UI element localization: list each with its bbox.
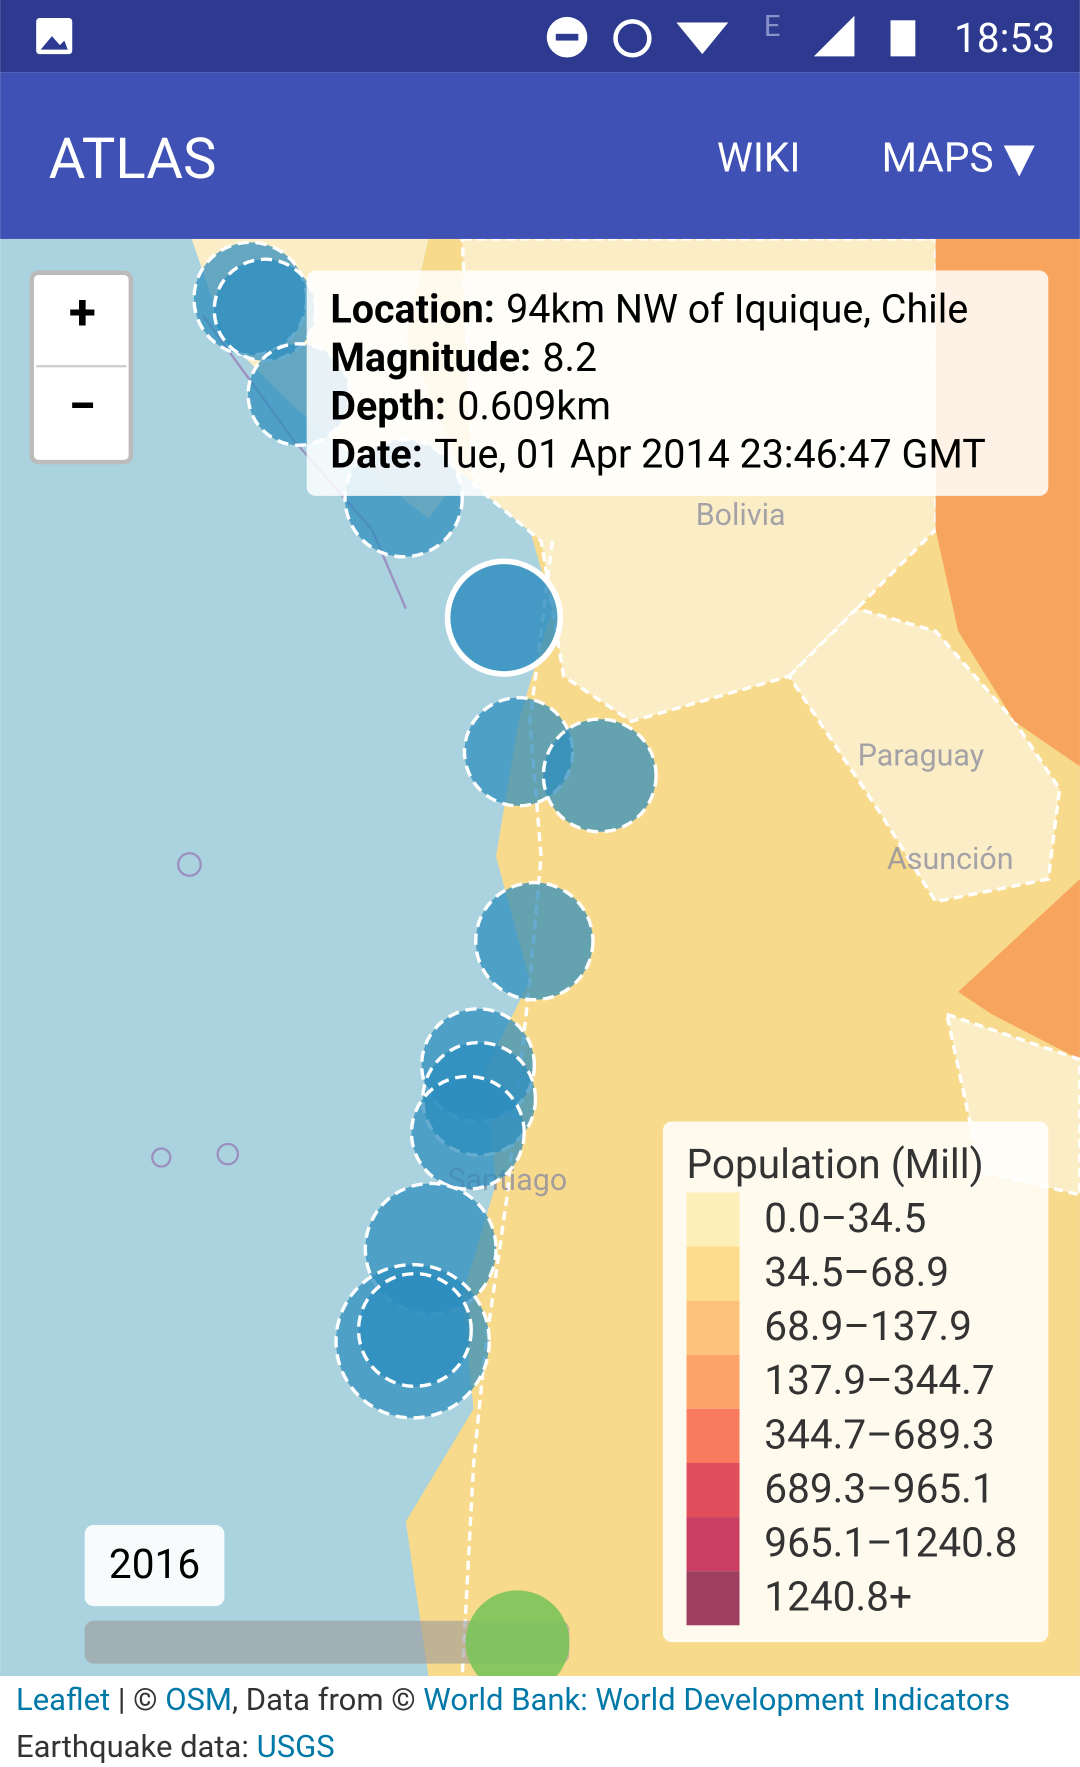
legend-swatch <box>686 1246 740 1301</box>
year-box <box>84 1524 225 1607</box>
map-label: Paraguay <box>858 738 985 773</box>
earthquake[interactable] <box>409 1074 526 1191</box>
menu-item[interactable]: MAPS ▼ <box>882 133 1036 181</box>
legend-swatch <box>686 1192 740 1247</box>
menu-item[interactable]: WIKI <box>717 133 801 181</box>
legend-swatch <box>686 1408 740 1463</box>
paraguay <box>786 606 1062 904</box>
legend <box>662 1121 1049 1643</box>
map-label: Asunción <box>887 842 1014 877</box>
legend-swatch <box>686 1517 740 1572</box>
link[interactable]: USGS <box>256 1728 335 1765</box>
popup-line: Location: 94km NW of Iquique, Chile <box>330 285 968 332</box>
popup-label: Depth: <box>330 382 446 429</box>
legend-label: 689.3–965.1 <box>764 1464 994 1512</box>
gallery-glyph <box>40 36 68 50</box>
legend-swatch <box>686 1462 740 1518</box>
legend-title: Population (Mill) <box>687 1140 984 1188</box>
app-bar <box>0 72 1080 239</box>
popup-label: Date: <box>330 431 423 478</box>
legend-swatch <box>686 1300 740 1355</box>
text: | © <box>110 1681 166 1718</box>
network-type: E <box>764 10 781 44</box>
legend-label: 1240.8+ <box>764 1573 912 1621</box>
selected-earthquake[interactable] <box>444 558 564 677</box>
popup-value: 8.2 <box>542 334 597 381</box>
dnd-glyph <box>555 33 579 41</box>
text: , Data from © <box>232 1681 424 1718</box>
popup-value: 94km NW of Iquique, Chile <box>506 285 968 332</box>
year-label: 2016 <box>109 1540 200 1588</box>
battery-icon <box>890 20 916 57</box>
link[interactable]: Leaflet <box>16 1681 111 1718</box>
legend-swatch <box>686 1354 740 1409</box>
app: Bolivia Paraguay Asunción Santiago + − L… <box>0 0 1080 1676</box>
popup-line: Depth: 0.609km <box>330 382 611 429</box>
border <box>460 540 555 1676</box>
popup-value: 0.609km <box>457 382 611 429</box>
attribution: Leaflet | © OSM, Data from © World Bank:… <box>0 1676 1080 1767</box>
legend-label: 0.0–34.5 <box>764 1194 926 1242</box>
slider-handle[interactable] <box>465 1590 570 1676</box>
legend-label: 68.9–137.9 <box>764 1302 972 1350</box>
earthquake[interactable] <box>541 717 658 834</box>
legend-swatch <box>686 1571 740 1626</box>
island <box>216 1142 240 1166</box>
legend-label: 137.9–344.7 <box>764 1356 994 1404</box>
popup <box>306 270 1049 496</box>
link[interactable]: OSM <box>165 1681 232 1718</box>
slider-track[interactable] <box>84 1620 570 1664</box>
popup-line: Magnitude: 8.2 <box>330 334 597 381</box>
status-bar <box>0 0 1080 73</box>
text: Earthquake data: <box>16 1728 257 1765</box>
app-title: ATLAS <box>49 126 217 192</box>
popup-line: Date: Tue, 01 Apr 2014 23:46:47 GMT <box>330 431 985 478</box>
earthquake[interactable] <box>474 880 595 1002</box>
popup-label: Magnitude: <box>330 334 531 381</box>
link[interactable]: World Bank: World Development Indicators <box>423 1681 1011 1718</box>
alarm-icon <box>613 19 652 58</box>
zoom-out[interactable]: − <box>69 378 97 436</box>
popup-value: Tue, 01 Apr 2014 23:46:47 GMT <box>434 431 986 478</box>
earthquake[interactable] <box>356 1271 473 1389</box>
legend-label: 344.7–689.3 <box>764 1410 994 1458</box>
map-label: Bolivia <box>696 498 786 533</box>
legend-label: 965.1–1240.8 <box>764 1519 1017 1567</box>
wifi-icon <box>676 22 729 55</box>
popup-label: Location: <box>330 285 495 332</box>
island <box>177 852 202 877</box>
clock: 18:53 <box>954 14 1055 62</box>
zoom-in[interactable]: + <box>69 284 96 342</box>
brazil-south <box>958 879 1080 1060</box>
island <box>151 1147 172 1168</box>
legend-label: 34.5–68.9 <box>764 1248 949 1296</box>
